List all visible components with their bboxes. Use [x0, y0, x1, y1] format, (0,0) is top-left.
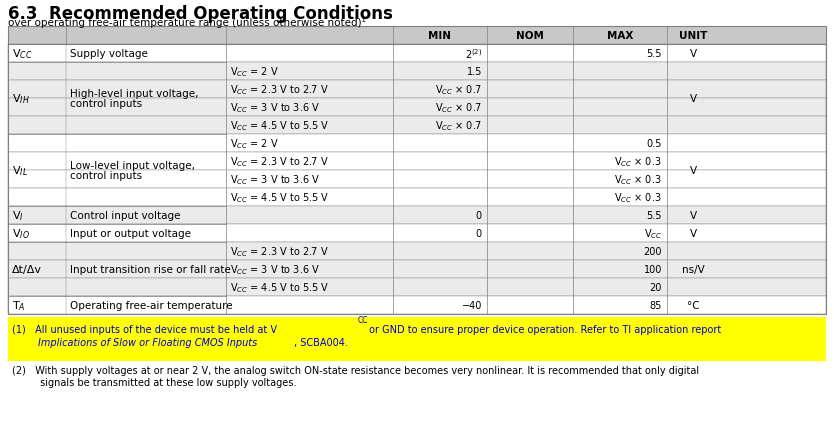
- Text: 2$^{(2)}$: 2$^{(2)}$: [465, 47, 482, 61]
- Text: 100: 100: [644, 265, 662, 274]
- Text: V$_{CC}$ = 3 V to 3.6 V: V$_{CC}$ = 3 V to 3.6 V: [230, 101, 320, 115]
- Bar: [8, 225, 826, 242]
- Text: 5.5: 5.5: [646, 210, 662, 221]
- Text: Operating free-air temperature: Operating free-air temperature: [70, 300, 233, 310]
- Text: (2)   With supply voltages at or near 2 V, the analog switch ON-state resistance: (2) With supply voltages at or near 2 V,…: [12, 365, 699, 387]
- Text: Low-level input voltage,: Low-level input voltage,: [70, 161, 195, 170]
- Text: Implications of Slow or Floating CMOS Inputs: Implications of Slow or Floating CMOS In…: [38, 337, 257, 347]
- Text: 0: 0: [476, 228, 482, 239]
- Text: V$_{CC}$: V$_{CC}$: [12, 47, 33, 61]
- Text: V: V: [690, 210, 696, 221]
- Bar: [8, 207, 826, 225]
- Bar: [8, 153, 826, 170]
- Text: V$_{CC}$ × 0.7: V$_{CC}$ × 0.7: [435, 83, 482, 97]
- Text: 6.3  Recommended Operating Conditions: 6.3 Recommended Operating Conditions: [8, 5, 393, 23]
- Bar: [8, 45, 826, 63]
- Text: V$_{CC}$ = 4.5 V to 5.5 V: V$_{CC}$ = 4.5 V to 5.5 V: [230, 119, 329, 132]
- Text: V$_{CC}$ = 2.3 V to 2.7 V: V$_{CC}$ = 2.3 V to 2.7 V: [230, 155, 329, 169]
- Text: V$_{CC}$ = 3 V to 3.6 V: V$_{CC}$ = 3 V to 3.6 V: [230, 173, 320, 187]
- Text: ns/V: ns/V: [681, 265, 705, 274]
- Text: V$_{CC}$ = 4.5 V to 5.5 V: V$_{CC}$ = 4.5 V to 5.5 V: [230, 191, 329, 204]
- Text: V$_{CC}$ = 2.3 V to 2.7 V: V$_{CC}$ = 2.3 V to 2.7 V: [230, 83, 329, 97]
- Bar: [8, 117, 826, 135]
- Bar: [8, 170, 826, 189]
- Text: V$_{CC}$ × 0.3: V$_{CC}$ × 0.3: [615, 173, 662, 187]
- Bar: [8, 81, 826, 99]
- Text: (1)   All unused inputs of the device must be held at V: (1) All unused inputs of the device must…: [12, 324, 277, 334]
- Text: V: V: [690, 49, 696, 59]
- Text: 85: 85: [650, 300, 662, 310]
- Text: Input or output voltage: Input or output voltage: [70, 228, 191, 239]
- Text: V: V: [690, 94, 696, 104]
- Bar: [8, 260, 826, 278]
- Bar: [8, 27, 826, 45]
- Text: V$_{CC}$ × 0.7: V$_{CC}$ × 0.7: [435, 119, 482, 132]
- Text: over operating free-air temperature range (unless otherwise noted)¹: over operating free-air temperature rang…: [8, 18, 366, 28]
- Bar: [8, 99, 826, 117]
- Text: V$_{I}$: V$_{I}$: [12, 209, 24, 222]
- Text: V$_{IL}$: V$_{IL}$: [12, 164, 28, 178]
- Text: NOM: NOM: [516, 31, 544, 41]
- Text: Control input voltage: Control input voltage: [70, 210, 180, 221]
- Text: control inputs: control inputs: [70, 170, 142, 181]
- Text: 0.5: 0.5: [646, 139, 662, 149]
- Text: UNIT: UNIT: [679, 31, 707, 41]
- Text: V$_{IO}$: V$_{IO}$: [12, 227, 30, 240]
- Text: 0: 0: [476, 210, 482, 221]
- Text: V$_{CC}$ = 2 V: V$_{CC}$ = 2 V: [230, 137, 279, 150]
- Text: T$_{A}$: T$_{A}$: [12, 298, 26, 312]
- Text: 200: 200: [644, 246, 662, 256]
- Text: 20: 20: [650, 282, 662, 292]
- Text: , SCBA004.: , SCBA004.: [294, 337, 348, 347]
- Text: control inputs: control inputs: [70, 99, 142, 109]
- Text: −40: −40: [462, 300, 482, 310]
- Text: 1.5: 1.5: [467, 67, 482, 77]
- Text: V$_{CC}$: V$_{CC}$: [644, 227, 662, 240]
- Bar: [8, 63, 826, 81]
- Text: MAX: MAX: [607, 31, 633, 41]
- Bar: [8, 317, 826, 361]
- Text: 5.5: 5.5: [646, 49, 662, 59]
- Bar: [8, 242, 826, 260]
- Text: V$_{IH}$: V$_{IH}$: [12, 92, 30, 106]
- Text: Δt/Δv: Δt/Δv: [12, 265, 42, 274]
- Bar: [8, 135, 826, 153]
- Text: V$_{CC}$ = 4.5 V to 5.5 V: V$_{CC}$ = 4.5 V to 5.5 V: [230, 280, 329, 294]
- Text: °C: °C: [686, 300, 700, 310]
- Text: Input transition rise or fall rate: Input transition rise or fall rate: [70, 265, 231, 274]
- Bar: [8, 278, 826, 296]
- Text: V: V: [690, 228, 696, 239]
- Text: MIN: MIN: [429, 31, 451, 41]
- Text: V$_{CC}$ = 2.3 V to 2.7 V: V$_{CC}$ = 2.3 V to 2.7 V: [230, 245, 329, 258]
- Text: High-level input voltage,: High-level input voltage,: [70, 89, 198, 99]
- Text: V$_{CC}$ = 3 V to 3.6 V: V$_{CC}$ = 3 V to 3.6 V: [230, 262, 320, 276]
- Bar: [8, 27, 826, 314]
- Text: V: V: [690, 166, 696, 176]
- Bar: [8, 189, 826, 207]
- Bar: [8, 296, 826, 314]
- Text: V$_{CC}$ × 0.7: V$_{CC}$ × 0.7: [435, 101, 482, 115]
- Text: Supply voltage: Supply voltage: [70, 49, 148, 59]
- Text: V$_{CC}$ × 0.3: V$_{CC}$ × 0.3: [615, 191, 662, 204]
- Text: or GND to ensure proper device operation. Refer to TI application report: or GND to ensure proper device operation…: [366, 324, 721, 334]
- Text: V$_{CC}$ = 2 V: V$_{CC}$ = 2 V: [230, 65, 279, 79]
- Text: CC: CC: [358, 315, 369, 324]
- Text: V$_{CC}$ × 0.3: V$_{CC}$ × 0.3: [615, 155, 662, 169]
